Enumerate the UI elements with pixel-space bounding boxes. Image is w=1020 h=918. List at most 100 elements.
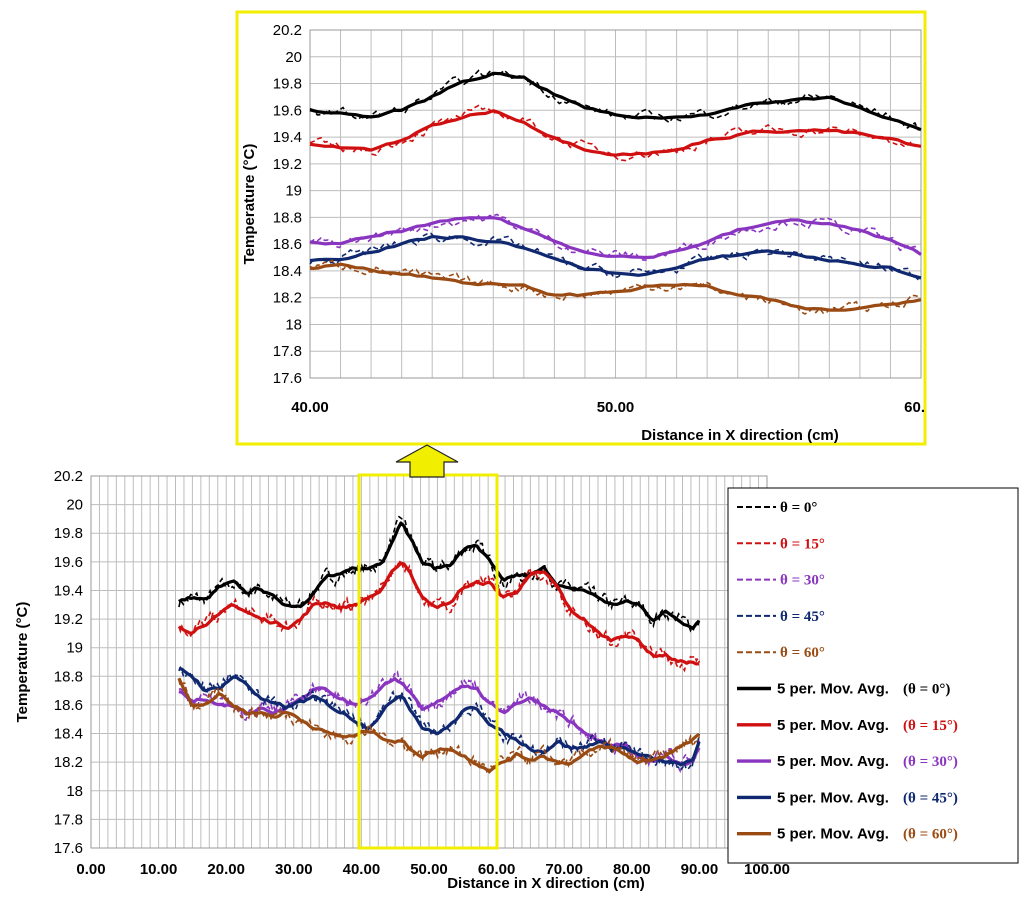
- legend-label: θ = 45°: [780, 609, 825, 625]
- x-tick-label: 10.00: [140, 861, 178, 878]
- moving-average-line-theta-0: [178, 521, 701, 631]
- raw-line-theta-0: [178, 515, 701, 633]
- x-axis-label: Distance in X direction (cm): [641, 427, 839, 444]
- series-theta-30: [309, 213, 922, 261]
- legend-entry: 5 per. Mov. Avg. (θ = 45°): [737, 789, 958, 806]
- y-tick-label: 19.8: [54, 525, 83, 542]
- y-tick-label: 19.4: [54, 582, 83, 599]
- x-tick-label: 80.00: [613, 861, 651, 878]
- zoom-annotation: [357, 444, 499, 850]
- moving-average-line-theta-30: [309, 216, 922, 260]
- series-theta-45: [309, 232, 922, 281]
- raw-line-theta-15: [309, 104, 920, 162]
- legend-label-angle: (θ = 30°): [903, 754, 958, 770]
- legend-entry: 5 per. Mov. Avg. (θ = 30°): [737, 753, 958, 770]
- legend-entry: θ = 0°: [737, 500, 817, 516]
- legend-label: 5 per. Mov. Avg.: [777, 753, 889, 770]
- main-chart: 17.6 17.8 18 18.2 18.4 18.6 18.8 19 19.2 19.4 19.6…: [14, 468, 790, 892]
- moving-average-line-theta-0: [309, 71, 922, 132]
- y-tick-label: 19.6: [54, 554, 83, 571]
- legend-label: 5 per. Mov. Avg.: [777, 789, 889, 806]
- y-tick-label: 19.8: [273, 76, 302, 93]
- series-theta-60: [177, 677, 701, 775]
- grid: [309, 29, 922, 379]
- x-tick-label: 50.00: [410, 861, 448, 878]
- y-tick-label: 18.6: [54, 697, 83, 714]
- legend: θ = 0° θ = 15° θ = 30° θ = 45° θ = 60° 5 per.…: [727, 487, 1019, 864]
- y-tick-label: 19.6: [273, 102, 302, 119]
- x-tick-label: 30.00: [275, 861, 313, 878]
- y-tick-label: 19: [285, 183, 302, 200]
- x-tick-label: 100.00: [744, 861, 790, 878]
- series-theta-15: [309, 104, 922, 162]
- y-axis-label: Temperature (°C): [14, 602, 31, 723]
- legend-entry: θ = 45°: [737, 609, 825, 625]
- x-tick-label: 20.00: [207, 861, 245, 878]
- legend-label-angle: (θ = 15°): [903, 718, 958, 734]
- plot-area-border: [309, 29, 922, 379]
- y-tick-label: 18: [285, 316, 302, 333]
- x-tick-label: 0.00: [76, 861, 105, 878]
- legend-label-angle: (θ = 60°): [903, 827, 958, 843]
- y-axis-label: Temperature (°C): [241, 144, 258, 265]
- y-tick-label: 18.2: [273, 290, 302, 307]
- y-tick-label: 18.2: [54, 754, 83, 771]
- legend-entry: 5 per. Mov. Avg. (θ = 60°): [737, 826, 958, 843]
- y-tick-label: 18.4: [54, 726, 83, 743]
- x-tick-label: 60.: [904, 399, 925, 416]
- legend-label: θ = 15°: [780, 536, 825, 552]
- series-theta-30: [178, 670, 701, 774]
- y-tick-label: 20.2: [54, 468, 83, 485]
- legend-label: 5 per. Mov. Avg.: [777, 717, 889, 734]
- y-tick-label: 20.2: [273, 22, 302, 39]
- zoom-region-highlight: [357, 473, 499, 850]
- zoom-inset-chart: 17.6 17.8 18 18.2 18.4 18.6 18.8 19 19.2 19.4 19.6…: [235, 10, 927, 446]
- y-tick-label: 18.4: [273, 263, 302, 280]
- raw-line-theta-30: [309, 213, 920, 261]
- y-tick-label: 17.8: [273, 343, 302, 360]
- y-tick-label: 18: [66, 783, 83, 800]
- series-theta-0: [178, 515, 701, 633]
- legend-label-angle: (θ = 0°): [903, 682, 950, 698]
- series-theta-60: [309, 259, 922, 315]
- legend-label-angle: (θ = 45°): [903, 790, 958, 806]
- x-tick-label: 40.00: [343, 861, 381, 878]
- moving-average-line-theta-15: [309, 109, 922, 157]
- legend-entry: θ = 15°: [737, 536, 825, 552]
- y-tick-label: 17.6: [273, 370, 302, 387]
- legend-entry: 5 per. Mov. Avg. (θ = 0°): [737, 681, 950, 698]
- legend-label: θ = 60°: [780, 645, 825, 661]
- y-tick-label: 19.2: [54, 611, 83, 628]
- x-tick-label: 50.00: [597, 399, 635, 416]
- legend-label: 5 per. Mov. Avg.: [777, 681, 889, 698]
- y-tick-label: 20: [66, 497, 83, 514]
- x-tick-label: 90.00: [681, 861, 719, 878]
- y-tick-label: 19: [66, 640, 83, 657]
- legend-label: 5 per. Mov. Avg.: [777, 826, 889, 843]
- raw-line-theta-15: [178, 558, 701, 673]
- series-theta-0: [309, 69, 922, 132]
- grid: [90, 475, 768, 849]
- series-theta-15: [177, 558, 701, 673]
- legend-entry: θ = 30°: [737, 573, 825, 589]
- moving-average-line-theta-30: [178, 677, 701, 767]
- x-tick-label: 60.00: [478, 861, 516, 878]
- y-tick-label: 17.6: [54, 840, 83, 857]
- y-tick-label: 19.2: [273, 156, 302, 173]
- y-tick-label: 18.8: [54, 668, 83, 685]
- legend-entry: 5 per. Mov. Avg. (θ = 15°): [737, 717, 958, 734]
- legend-label: θ = 30°: [780, 573, 825, 589]
- moving-average-line-theta-60: [309, 262, 922, 312]
- moving-average-line-theta-15: [177, 561, 700, 666]
- y-tick-label: 18.6: [273, 236, 302, 253]
- x-axis-label: Distance in X direction (cm): [447, 875, 645, 892]
- y-tick-label: 17.8: [54, 811, 83, 828]
- raw-line-theta-30: [178, 670, 701, 774]
- x-tick-label: 70.00: [545, 861, 583, 878]
- legend-label: θ = 0°: [780, 500, 817, 516]
- zoom-arrow-icon: [395, 444, 459, 478]
- legend-entry: θ = 60°: [737, 645, 825, 661]
- moving-average-line-theta-45: [309, 234, 922, 280]
- y-tick-label: 20: [285, 49, 302, 66]
